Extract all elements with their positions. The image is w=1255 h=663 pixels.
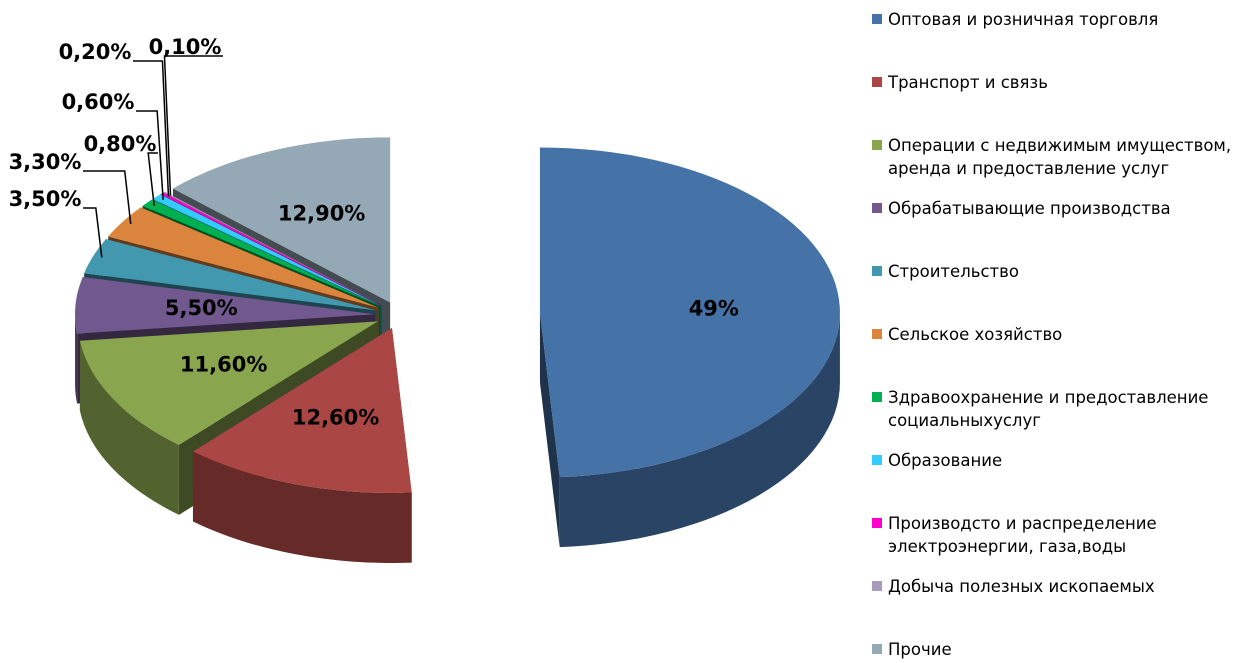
slice-top bbox=[142, 199, 381, 307]
legend-item: Здравоохранение и предоставление социаль… bbox=[872, 386, 1252, 432]
legend-swatch bbox=[872, 455, 882, 465]
legend-label: Оптовая и розничная торговля bbox=[888, 10, 1159, 29]
legend-label: Образование bbox=[888, 451, 1003, 470]
legend-label: Обрабатывающие производства bbox=[888, 199, 1171, 218]
slice-side bbox=[75, 314, 78, 404]
legend-label: Добыча полезных ископаемых bbox=[888, 577, 1155, 596]
legend-item: Оптовая и розничная торговля bbox=[872, 8, 1252, 31]
slice-top bbox=[84, 239, 377, 311]
legend-label: Транспорт и связь bbox=[888, 73, 1048, 92]
legend-swatch bbox=[872, 77, 882, 87]
legend-swatch bbox=[872, 581, 882, 591]
legend-item: Добыча полезных ископаемых bbox=[872, 575, 1252, 598]
legend-label: Прочие bbox=[888, 640, 952, 659]
data-label: 0,10% bbox=[149, 35, 222, 59]
pie-area: 49% 12,60% 11,60% 5,50% 3,50% 3,30%0,80% 0,60%… bbox=[9, 35, 840, 564]
slice-wall bbox=[539, 312, 560, 548]
leader-line bbox=[83, 170, 132, 225]
slice-top bbox=[79, 321, 378, 445]
data-label: 0,60% bbox=[62, 90, 135, 114]
legend-label: Операции с недвижимым имуществом, аренда… bbox=[888, 136, 1232, 178]
legend-item: Сельское хозяйство bbox=[872, 323, 1252, 346]
leader-line bbox=[147, 152, 158, 206]
legend-label: Здравоохранение и предоставление социаль… bbox=[888, 388, 1209, 430]
legend-item: Транспорт и связь bbox=[872, 71, 1252, 94]
data-label: 11,60% bbox=[180, 353, 267, 377]
legend-label: Производсто и распределение электроэнерг… bbox=[888, 514, 1157, 556]
legend-item: Производсто и распределение электроэнерг… bbox=[872, 512, 1252, 558]
slice-top bbox=[160, 192, 382, 306]
legend-item: Строительство bbox=[872, 260, 1252, 283]
slice-top bbox=[172, 137, 391, 303]
data-label: 5,50% bbox=[165, 296, 238, 320]
data-label: 3,50% bbox=[9, 187, 82, 211]
legend-item: Прочие bbox=[872, 638, 1252, 661]
slice-side bbox=[192, 451, 412, 564]
data-label: 12,60% bbox=[292, 406, 379, 430]
leader-line bbox=[163, 55, 223, 196]
leader-line bbox=[83, 207, 103, 258]
legend-label: Сельское хозяйство bbox=[888, 325, 1063, 344]
slice-side bbox=[559, 312, 840, 548]
legend-label: Строительство bbox=[888, 262, 1019, 281]
legend-swatch bbox=[872, 140, 882, 150]
legend-swatch bbox=[872, 518, 882, 528]
slice-top bbox=[539, 147, 840, 478]
data-label: 0,20% bbox=[59, 40, 132, 64]
data-label: 3,30% bbox=[9, 150, 82, 174]
slice bbox=[539, 147, 840, 548]
legend-swatch bbox=[872, 329, 882, 339]
legend-swatch bbox=[872, 203, 882, 213]
leader-line bbox=[136, 110, 164, 201]
slice-top bbox=[163, 191, 382, 306]
legend-swatch bbox=[872, 644, 882, 654]
legend-swatch bbox=[872, 14, 882, 24]
leader-line bbox=[133, 60, 170, 197]
data-label: 12,90% bbox=[278, 201, 365, 225]
slice-top bbox=[75, 277, 376, 334]
slice-top bbox=[152, 194, 382, 306]
slice bbox=[192, 328, 412, 564]
legend-swatch bbox=[872, 392, 882, 402]
slice-top bbox=[108, 207, 379, 308]
slice-top bbox=[192, 328, 412, 494]
legend-swatch bbox=[872, 266, 882, 276]
slice-side bbox=[79, 340, 179, 515]
legend-item: Обрабатывающие производства bbox=[872, 197, 1252, 220]
data-label: 49% bbox=[689, 296, 739, 320]
legend-item: Операции с недвижимым имуществом, аренда… bbox=[872, 134, 1252, 180]
legend-item: Образование bbox=[872, 449, 1252, 472]
data-label: 0,80% bbox=[84, 132, 157, 156]
